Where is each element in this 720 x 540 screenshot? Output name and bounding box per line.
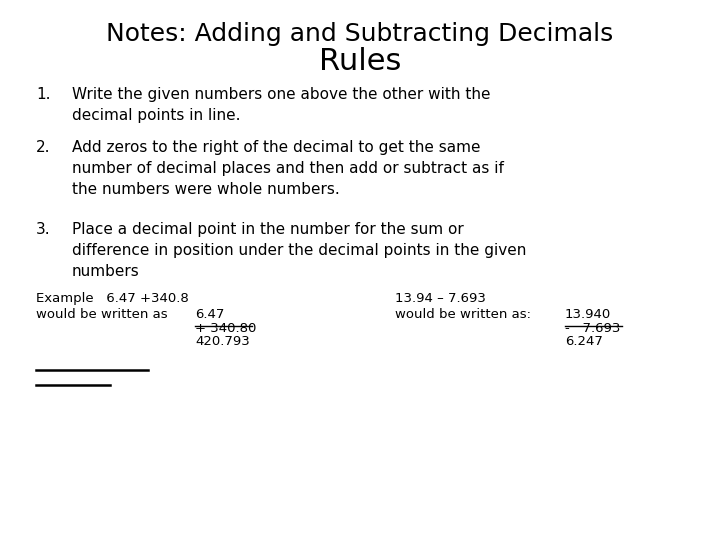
Text: + 340.80: + 340.80 [195, 322, 256, 335]
Text: 2.: 2. [36, 140, 50, 155]
Text: 420.793: 420.793 [195, 335, 250, 348]
Text: 6.247: 6.247 [565, 335, 603, 348]
Text: 13.94 – 7.693: 13.94 – 7.693 [395, 292, 486, 305]
Text: Place a decimal point in the number for the sum or
difference in position under : Place a decimal point in the number for … [72, 222, 526, 279]
Text: 3.: 3. [36, 222, 50, 237]
Text: Example   6.47 +340.8: Example 6.47 +340.8 [36, 292, 189, 305]
Text: Rules: Rules [319, 47, 401, 76]
Text: -   7.693: - 7.693 [565, 322, 621, 335]
Text: Add zeros to the right of the decimal to get the same
number of decimal places a: Add zeros to the right of the decimal to… [72, 140, 504, 197]
Text: 6.47: 6.47 [195, 308, 225, 321]
Text: Notes: Adding and Subtracting Decimals: Notes: Adding and Subtracting Decimals [107, 22, 613, 46]
Text: 1.: 1. [36, 87, 50, 102]
Text: would be written as:: would be written as: [395, 308, 531, 321]
Text: Write the given numbers one above the other with the
decimal points in line.: Write the given numbers one above the ot… [72, 87, 490, 123]
Text: would be written as: would be written as [36, 308, 168, 321]
Text: 13.940: 13.940 [565, 308, 611, 321]
